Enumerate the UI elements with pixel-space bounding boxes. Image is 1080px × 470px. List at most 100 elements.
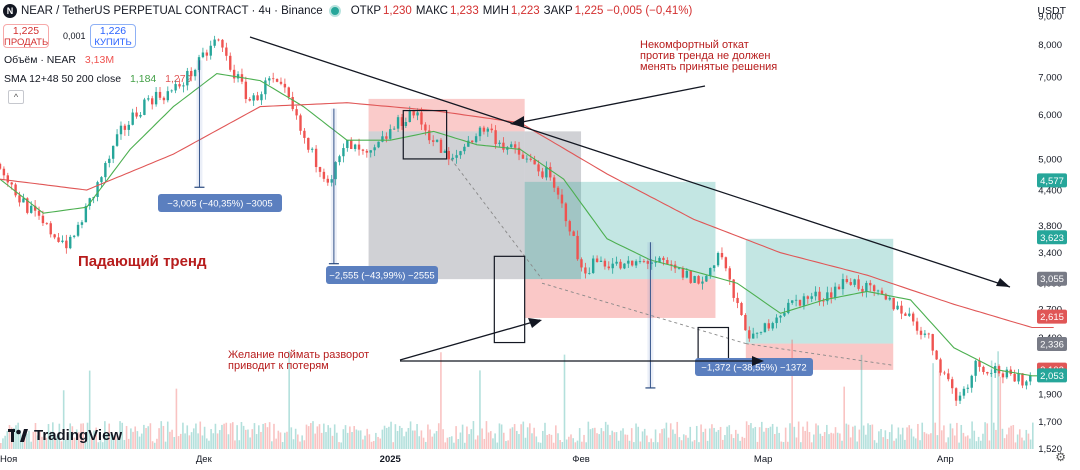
candle: [849, 282, 852, 285]
volume-bar: [34, 423, 37, 449]
volume-bar: [396, 430, 399, 449]
candle: [962, 388, 966, 396]
candle: [498, 142, 501, 145]
volume-bar: [650, 438, 653, 449]
candle: [435, 139, 439, 142]
price-badge-label: 3,623: [1040, 233, 1064, 244]
volume-bar: [769, 426, 772, 449]
volume-bar: [672, 429, 674, 449]
volume-bar: [138, 436, 141, 449]
candle: [564, 203, 568, 222]
volume-bar: [186, 425, 189, 449]
candle: [853, 279, 856, 285]
candle: [919, 330, 923, 335]
volume-bar: [427, 424, 429, 449]
collapse-legend-icon[interactable]: ^: [8, 90, 24, 104]
volume-bar: [112, 435, 115, 449]
volume-bar: [724, 435, 726, 449]
volume-bar: [247, 429, 249, 449]
volume-bar: [437, 423, 440, 449]
volume-bar: [698, 442, 700, 449]
settings-gear-icon[interactable]: ⚙: [1055, 450, 1066, 464]
candle: [213, 39, 216, 46]
volume-bar: [873, 440, 876, 449]
volume-bar: [494, 433, 496, 449]
candle: [65, 240, 68, 249]
volume-bar: [1021, 437, 1023, 449]
volume-bar: [535, 436, 538, 449]
volume-bar: [318, 424, 321, 449]
candle: [353, 144, 357, 149]
candle: [826, 292, 829, 302]
volume-bar: [231, 422, 234, 449]
volume-bar: [147, 426, 150, 449]
volume-bar: [743, 437, 746, 449]
volume-bar: [680, 440, 683, 449]
sma-legend[interactable]: SMA 12+48 50 200 close 1,184 1,279: [4, 73, 191, 85]
candle: [389, 129, 392, 139]
volume-bar: [828, 434, 830, 449]
volume-bar: [26, 433, 28, 449]
candle: [791, 300, 794, 303]
volume-bar: [110, 434, 113, 449]
volume-bar: [986, 423, 989, 449]
volume-bar: [784, 427, 787, 449]
volume-bar: [745, 421, 748, 449]
volume-bar: [36, 435, 39, 449]
chart-header: N NEAR / TetherUS PERPETUAL CONTRACT · 4…: [0, 0, 692, 22]
candle: [588, 272, 591, 274]
volume-bar: [570, 434, 572, 449]
volume-bar: [750, 423, 752, 449]
sma-value-slow: 1,279: [165, 73, 192, 85]
candle: [330, 179, 333, 183]
volume-bar: [730, 434, 733, 449]
candle: [111, 145, 115, 159]
sell-button[interactable]: 1,225 ПРОДАТЬ: [3, 24, 49, 48]
volume-bar: [789, 423, 791, 449]
volume-bar: [179, 433, 182, 449]
volume-bar: [372, 440, 375, 449]
volume-bar: [351, 432, 353, 449]
volume-bar: [782, 442, 785, 449]
symbol-icon[interactable]: N: [3, 4, 17, 18]
candle: [615, 261, 618, 264]
volume-bar: [656, 442, 659, 449]
candle: [646, 261, 650, 264]
candle: [681, 268, 685, 278]
volume-bar: [448, 437, 451, 449]
volume-bar: [82, 423, 84, 449]
candle: [591, 258, 595, 273]
price-badge-label: 3,055: [1040, 274, 1064, 285]
annotation-line: Желание поймать разворот: [228, 349, 369, 361]
currency-selector[interactable]: USDT: [1037, 5, 1066, 17]
candle: [697, 276, 700, 284]
buy-button[interactable]: 1,226 КУПИТЬ: [90, 24, 136, 48]
volume-bar: [407, 428, 410, 449]
symbol-title[interactable]: NEAR / TetherUS PERPETUAL CONTRACT · 4ч …: [21, 5, 323, 17]
candle: [482, 127, 486, 132]
buy-price: 1,226: [99, 25, 127, 37]
candle: [993, 366, 997, 373]
volume-bar: [149, 423, 152, 449]
volume-bar: [1018, 429, 1021, 449]
volume-bar: [895, 438, 898, 449]
volume-bar: [969, 438, 971, 449]
ohlc-value: 1,233: [449, 5, 479, 17]
volume-bar: [633, 442, 635, 449]
candle: [80, 222, 84, 225]
volume-bar: [41, 436, 43, 449]
y-tick-label: 9,000: [1038, 11, 1062, 22]
volume-bar: [80, 423, 82, 449]
volume-bar: [548, 433, 551, 449]
candle: [1021, 373, 1024, 386]
volume-bar: [624, 434, 627, 449]
candle: [935, 350, 938, 360]
candle: [283, 83, 287, 88]
volume-bar: [693, 440, 696, 449]
volume-legend[interactable]: Объём · NEAR 3,13M: [4, 54, 114, 66]
volume-bar: [787, 441, 789, 449]
volume-bar: [440, 352, 442, 449]
volume-bar: [938, 371, 941, 449]
volume-bar: [839, 433, 841, 449]
